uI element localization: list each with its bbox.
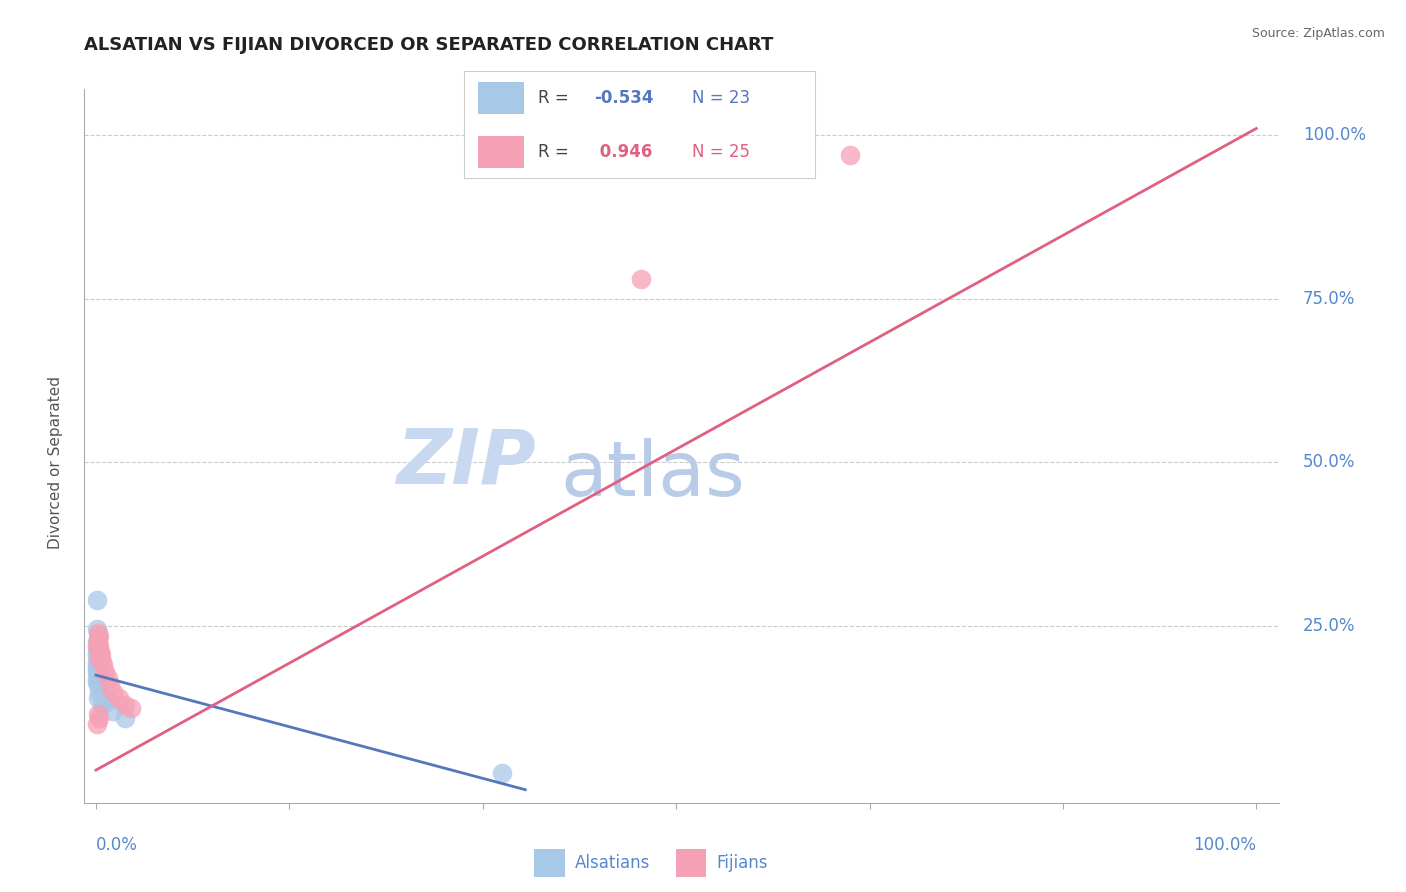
- Text: R =: R =: [538, 89, 574, 107]
- Point: [86, 635, 108, 649]
- Point: [87, 707, 110, 722]
- Text: 0.946: 0.946: [595, 143, 652, 161]
- Text: 0.0%: 0.0%: [96, 836, 138, 854]
- Point: [86, 592, 108, 607]
- Point: [86, 625, 108, 640]
- Point: [839, 147, 862, 161]
- Point: [86, 674, 108, 689]
- Point: [86, 658, 108, 673]
- Bar: [534, 849, 565, 877]
- Point: [86, 639, 108, 653]
- Point: [120, 701, 142, 715]
- Text: N = 25: N = 25: [693, 143, 751, 161]
- Point: [86, 662, 108, 676]
- Text: ZIP: ZIP: [396, 425, 537, 500]
- Point: [491, 766, 513, 780]
- Bar: [676, 849, 706, 877]
- Text: atlas: atlas: [560, 439, 745, 513]
- Point: [90, 655, 112, 669]
- Bar: [478, 136, 524, 168]
- Point: [103, 704, 125, 718]
- Text: N = 23: N = 23: [693, 89, 751, 107]
- Point: [89, 645, 111, 659]
- Point: [86, 635, 108, 649]
- Text: 100.0%: 100.0%: [1194, 836, 1256, 854]
- Point: [86, 645, 108, 659]
- Point: [86, 652, 108, 666]
- Point: [86, 623, 108, 637]
- Text: Fijians: Fijians: [717, 854, 768, 872]
- Text: Divorced or Separated: Divorced or Separated: [48, 376, 63, 549]
- Text: Alsatians: Alsatians: [575, 854, 650, 872]
- Point: [97, 672, 120, 686]
- Point: [103, 684, 125, 698]
- Point: [87, 632, 110, 647]
- Point: [86, 639, 108, 653]
- Point: [91, 658, 114, 673]
- Point: [114, 698, 136, 712]
- Text: -0.534: -0.534: [595, 89, 654, 107]
- Text: 50.0%: 50.0%: [1303, 453, 1355, 471]
- Text: 75.0%: 75.0%: [1303, 290, 1355, 308]
- Point: [89, 711, 111, 725]
- Point: [87, 642, 110, 657]
- Point: [86, 668, 108, 682]
- Point: [86, 665, 108, 679]
- Point: [87, 629, 110, 643]
- Point: [86, 655, 108, 669]
- Point: [90, 698, 112, 712]
- Point: [98, 678, 121, 692]
- Point: [89, 652, 111, 666]
- Text: ALSATIAN VS FIJIAN DIVORCED OR SEPARATED CORRELATION CHART: ALSATIAN VS FIJIAN DIVORCED OR SEPARATED…: [84, 36, 773, 54]
- Point: [630, 272, 652, 286]
- Point: [114, 711, 136, 725]
- Text: Source: ZipAtlas.com: Source: ZipAtlas.com: [1251, 27, 1385, 40]
- Point: [97, 694, 120, 708]
- Point: [86, 648, 108, 663]
- Point: [89, 684, 111, 698]
- Text: 100.0%: 100.0%: [1303, 126, 1365, 144]
- Point: [90, 648, 112, 663]
- Text: R =: R =: [538, 143, 574, 161]
- Point: [87, 642, 110, 657]
- Point: [94, 665, 117, 679]
- Bar: [478, 82, 524, 114]
- Point: [108, 691, 131, 706]
- Point: [86, 672, 108, 686]
- Point: [89, 639, 111, 653]
- Text: 25.0%: 25.0%: [1303, 617, 1355, 635]
- Point: [87, 639, 110, 653]
- Point: [86, 717, 108, 731]
- Point: [87, 691, 110, 706]
- Point: [87, 678, 110, 692]
